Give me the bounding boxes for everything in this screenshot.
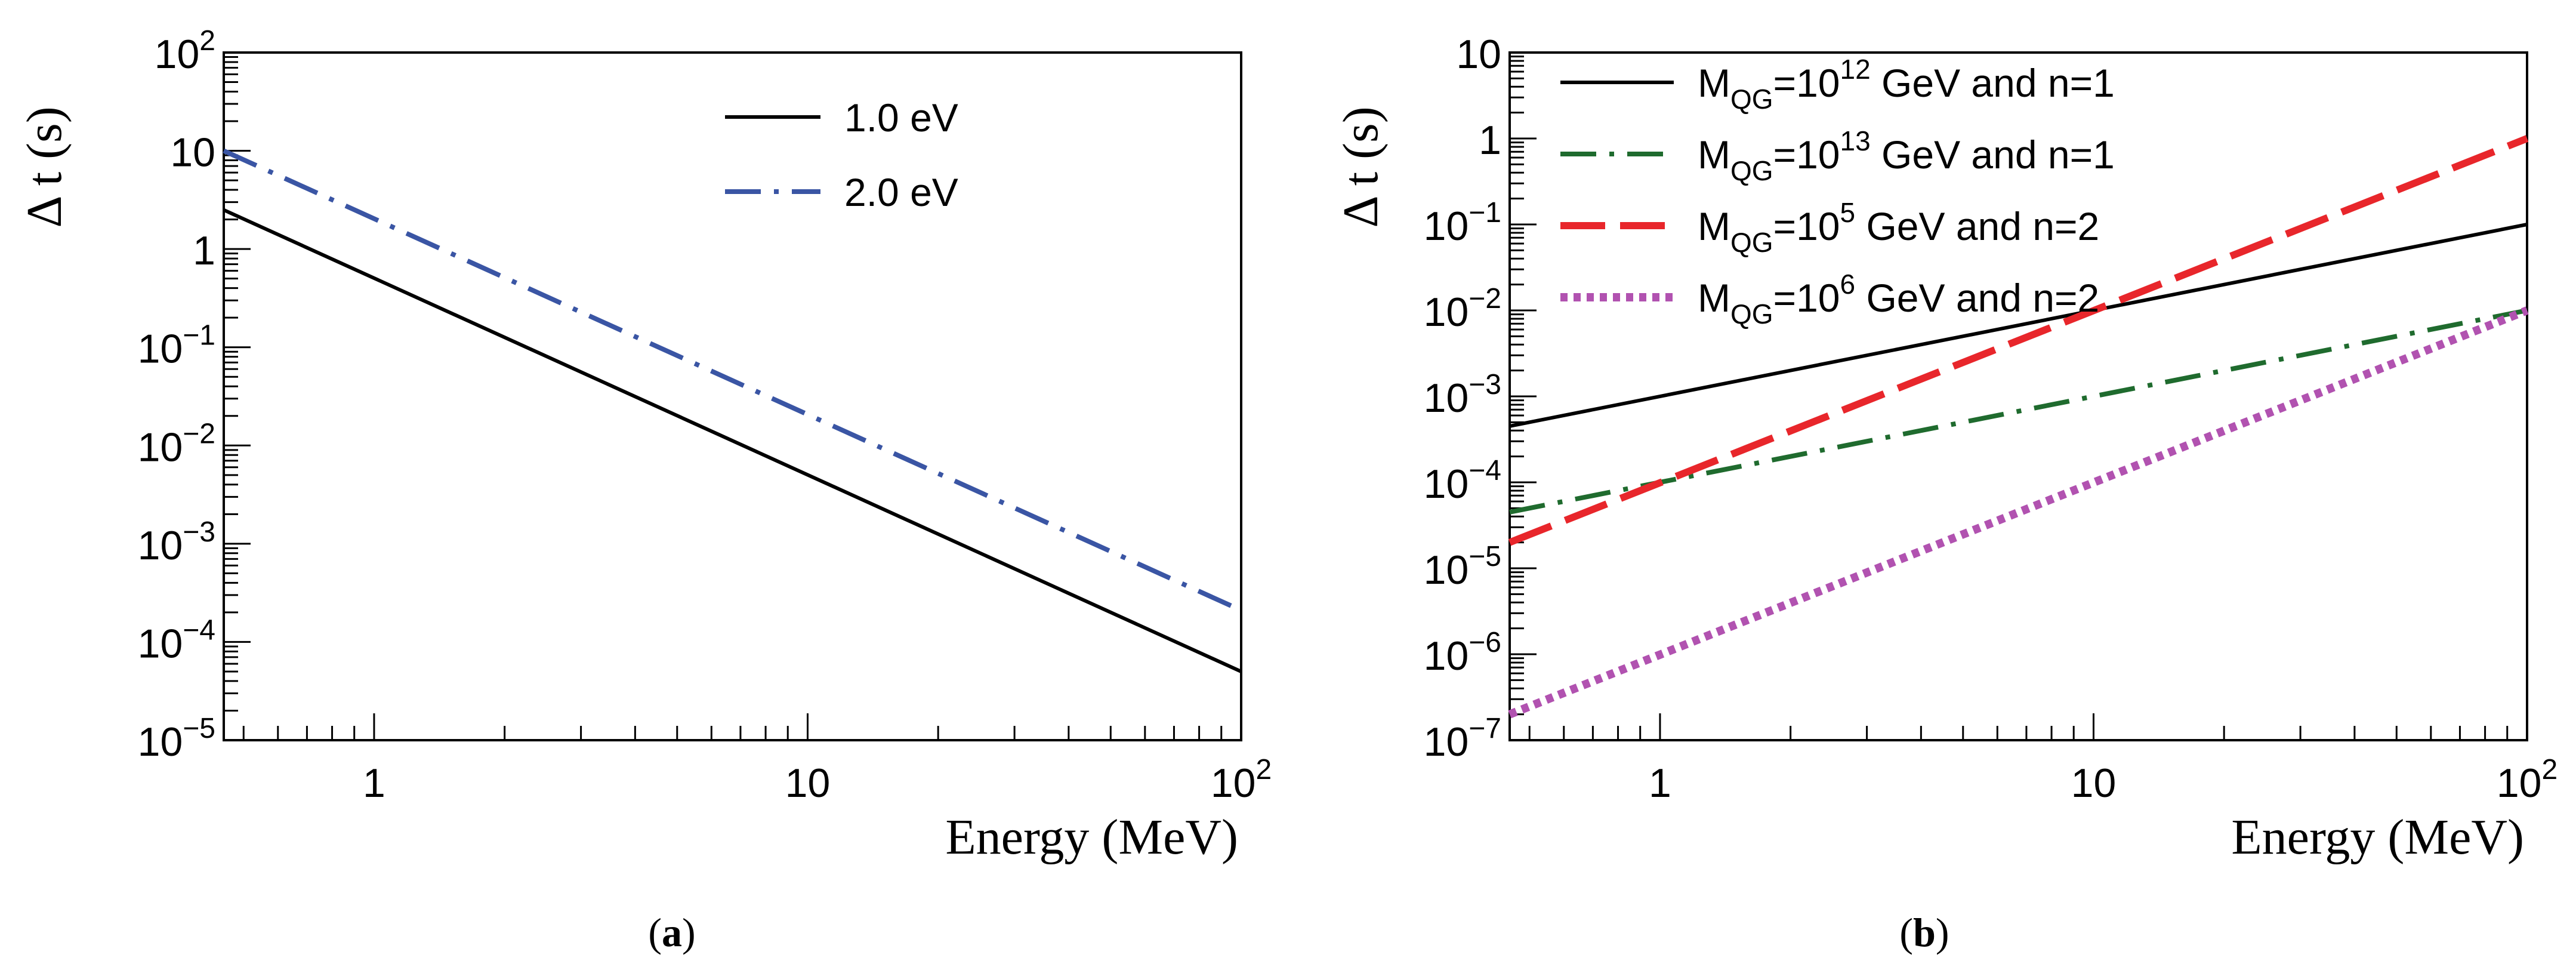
x-axis-ticks — [1528, 713, 2528, 740]
y-tick-label: 10−1 — [1424, 197, 1501, 249]
legend-label: MQG=1012 GeV and n=1 — [1698, 54, 2115, 115]
y-tick-label: 10−2 — [138, 418, 215, 470]
series-line — [1508, 306, 2529, 719]
y-tick-label: 10−2 — [1424, 283, 1501, 335]
y-tick-label: 10 — [170, 130, 215, 175]
panel-caption: (a) — [648, 910, 695, 955]
x-tick-label: 102 — [2497, 754, 2558, 806]
x-axis-label: Energy (MeV) — [945, 809, 1238, 865]
series-line — [1509, 223, 2528, 428]
legend-label: 1.0 eV — [844, 96, 958, 140]
series-line — [223, 148, 1242, 613]
y-tick-label: 10−3 — [138, 516, 215, 568]
y-tick-label: 10−7 — [1424, 713, 1501, 765]
y-tick-label: 10−1 — [138, 320, 215, 372]
legend-label: MQG=1013 GeV and n=1 — [1698, 125, 2115, 186]
series-line — [1508, 135, 2529, 546]
x-tick-label: 10 — [2071, 760, 2117, 806]
y-axis-label: Δ t (s) — [1333, 106, 1389, 227]
series-lines — [223, 148, 1242, 673]
x-tick-label: 1 — [363, 760, 385, 806]
panel-caption: (b) — [1899, 910, 1949, 955]
series-line — [1509, 308, 2528, 515]
y-tick-label: 102 — [155, 25, 215, 77]
series-lines — [1508, 135, 2529, 719]
y-tick-label: 10−4 — [138, 614, 215, 666]
legend: MQG=1012 GeV and n=1 MQG=1013 GeV and n=1… — [1560, 54, 2115, 330]
series-line — [223, 208, 1242, 673]
y-axis-ticks — [224, 51, 251, 741]
panel-b: 1 10 102 10−7 10−6 10−5 10−4 10−3 10−2 10−1 1 10 Ene… — [1333, 32, 2558, 955]
legend-label: MQG=105 GeV and n=2 — [1698, 197, 2099, 258]
y-tick-label: 10 — [1456, 32, 1501, 77]
y-axis-ticks — [1510, 51, 1537, 741]
y-tick-label: 10−3 — [1424, 369, 1501, 421]
y-tick-label: 1 — [193, 228, 215, 273]
x-tick-label: 1 — [1649, 760, 1671, 806]
plot-frame — [223, 51, 1242, 741]
legend-label: MQG=106 GeV and n=2 — [1698, 269, 2099, 330]
y-tick-label: 10−5 — [138, 713, 215, 765]
legend: 1.0 eV 2.0 eV — [725, 96, 958, 214]
y-tick-label: 1 — [1479, 118, 1501, 163]
y-axis-label: Δ t (s) — [17, 106, 72, 227]
y-tick-label: 10−4 — [1424, 455, 1501, 507]
x-axis-label: Energy (MeV) — [2231, 809, 2524, 865]
x-axis-ticks — [242, 713, 1242, 740]
x-tick-label: 10 — [785, 760, 831, 806]
y-tick-label: 10−5 — [1424, 541, 1501, 593]
legend-label: 2.0 eV — [844, 170, 958, 214]
x-tick-label: 102 — [1211, 754, 1272, 806]
y-tick-label: 10−6 — [1424, 627, 1501, 679]
